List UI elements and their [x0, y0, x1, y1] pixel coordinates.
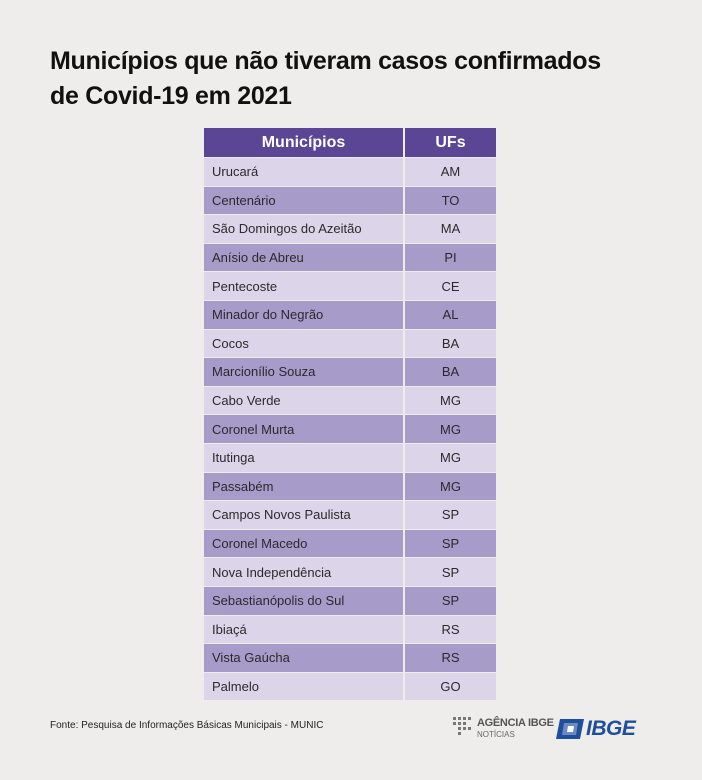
table-row: Vista Gaúcha RS [204, 643, 496, 673]
uf-cell: MG [404, 385, 496, 415]
ibge-logo-icon [556, 719, 584, 739]
municipio-cell: Coronel Macedo [204, 528, 405, 558]
table-row: Pentecoste CE [204, 271, 496, 301]
uf-cell: MA [404, 214, 496, 244]
table-row: Ibiaçá RS [204, 614, 496, 644]
municipio-cell: Itutinga [204, 442, 405, 473]
ibge-logo: IBGE [556, 717, 652, 741]
municipio-cell: Passabém [204, 471, 405, 501]
ibge-wordmark: IBGE [586, 717, 636, 740]
municipios-table: Municípios UFs Urucará AM Centenário TO São … [204, 128, 496, 701]
agencia-ibge-logo: AGÊNCIA IBGE NOTÍCIAS [452, 714, 554, 744]
municipio-cell: São Domingos do Azeitão [204, 214, 405, 244]
uf-cell: SP [404, 500, 496, 530]
title-line-1: Municípios que não tiveram casos confirm… [50, 47, 601, 75]
municipio-cell: Minador do Negrão [204, 299, 405, 330]
municipio-cell: Cocos [204, 328, 405, 358]
table-row: Sebastianópolis do Sul SP [204, 585, 496, 615]
uf-cell: BA [404, 328, 496, 358]
table-row: Anísio de Abreu PI [204, 242, 496, 272]
title-line-2: de Covid-19 em 2021 [50, 82, 292, 110]
table-body: Urucará AM Centenário TO São Domingos do Aze… [204, 157, 496, 701]
municipio-cell: Marcionílio Souza [204, 357, 405, 387]
table-row: São Domingos do Azeitão MA [204, 214, 496, 244]
header-municipios: Municípios [204, 128, 405, 158]
uf-cell: GO [404, 671, 496, 701]
uf-cell: RS [404, 614, 496, 644]
municipio-cell: Cabo Verde [204, 385, 405, 415]
table-row: Nova Independência SP [204, 557, 496, 587]
table-row: Passabém MG [204, 471, 496, 501]
uf-cell: MG [404, 471, 496, 501]
table-row: Palmelo GO [204, 671, 496, 701]
table-row: Coronel Murta MG [204, 414, 496, 444]
table-row: Cabo Verde MG [204, 385, 496, 415]
municipio-cell: Nova Independência [204, 557, 405, 587]
uf-cell: CE [404, 271, 496, 301]
table-row: Urucará AM [204, 157, 496, 187]
agencia-sub: NOTÍCIAS [477, 730, 515, 739]
table-row: Cocos BA [204, 328, 496, 358]
table-row: Itutinga MG [204, 442, 496, 473]
municipio-cell: Sebastianópolis do Sul [204, 585, 405, 615]
municipio-cell: Campos Novos Paulista [204, 500, 405, 530]
page-title: Municípios que não tiveram casos confirm… [50, 44, 670, 114]
municipio-cell: Pentecoste [204, 271, 405, 301]
agencia-grid-icon [453, 717, 471, 735]
table-header-row: Municípios UFs [204, 128, 496, 158]
uf-cell: TO [404, 185, 496, 215]
uf-cell: SP [404, 557, 496, 587]
table-row: Coronel Macedo SP [204, 528, 496, 558]
source-note: Fonte: Pesquisa de Informações Básicas M… [50, 720, 324, 731]
uf-cell: SP [404, 585, 496, 615]
uf-cell: SP [404, 528, 496, 558]
header-ufs: UFs [404, 128, 496, 158]
uf-cell: RS [404, 643, 496, 673]
municipio-cell: Centenário [204, 185, 405, 215]
table-row: Minador do Negrão AL [204, 299, 496, 330]
table-row: Marcionílio Souza BA [204, 357, 496, 387]
uf-cell: MG [404, 442, 496, 473]
agencia-name: AGÊNCIA IBGE [477, 717, 554, 729]
uf-cell: AL [404, 299, 496, 330]
municipio-cell: Coronel Murta [204, 414, 405, 444]
uf-cell: MG [404, 414, 496, 444]
uf-cell: BA [404, 357, 496, 387]
municipio-cell: Anísio de Abreu [204, 242, 405, 272]
table-row: Campos Novos Paulista SP [204, 500, 496, 530]
uf-cell: AM [404, 157, 496, 187]
municipio-cell: Vista Gaúcha [204, 643, 405, 673]
uf-cell: PI [404, 242, 496, 272]
municipio-cell: Ibiaçá [204, 614, 405, 644]
municipio-cell: Urucará [204, 157, 405, 187]
municipio-cell: Palmelo [204, 671, 405, 701]
table-row: Centenário TO [204, 185, 496, 215]
